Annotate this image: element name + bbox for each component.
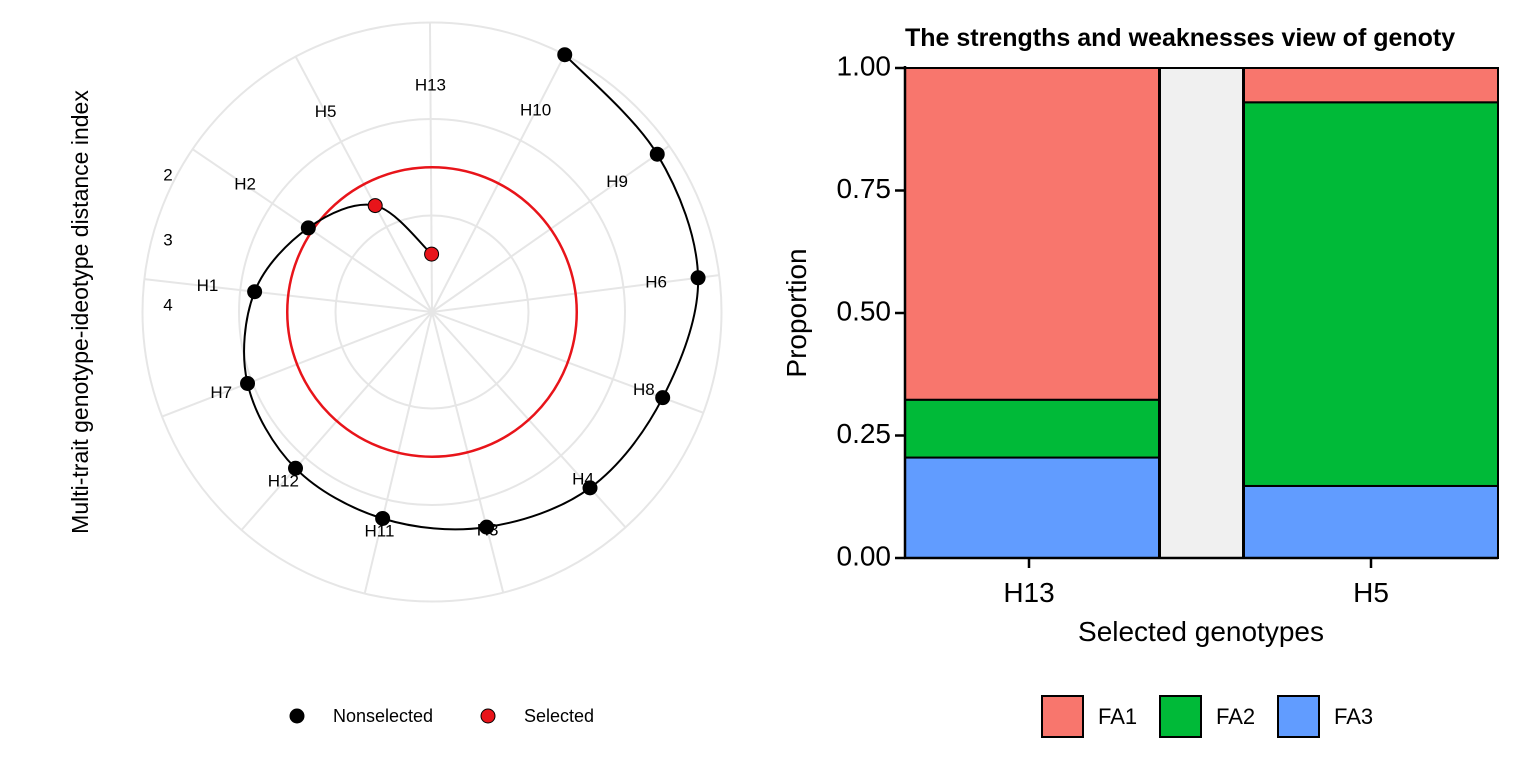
bar-y-axis-label: Proportion [781, 248, 812, 377]
radar-angular-label: H8 [633, 380, 655, 399]
radar-chart-panel: Multi-trait genotype-ideotype distance i… [67, 21, 723, 726]
radar-cutoff-circle [286, 166, 578, 458]
radar-point-h2 [300, 220, 316, 236]
bar-segment-h13-fa1 [904, 67, 1160, 401]
radar-radial-tick-label: 4 [163, 295, 172, 314]
radar-points [240, 47, 706, 535]
bar-segment-h5-fa1 [1243, 67, 1499, 104]
bar-segment-h5-fa3 [1243, 484, 1499, 559]
radar-angular-label: H12 [268, 472, 299, 491]
radar-legend-key-nonselected [289, 708, 305, 724]
bar-legend: FA1 FA2 FA3 [1041, 695, 1373, 738]
radar-radial-tick-label: 2 [163, 165, 172, 184]
radar-grid [141, 21, 723, 603]
radar-point-h1 [247, 284, 263, 300]
radar-point-h7 [240, 375, 256, 391]
bar-stacked-bars [904, 67, 1499, 559]
bar-segment-h13-fa3 [904, 456, 1160, 559]
radar-angular-label: H9 [606, 172, 628, 191]
bar-segment-h13-fa2 [904, 398, 1160, 459]
bar-legend-label-fa2: FA2 [1216, 704, 1255, 729]
radar-point-h11 [375, 510, 391, 526]
radar-point-h10 [557, 47, 573, 63]
bar-chart-panel: The strengths and weaknesses view of gen… [781, 24, 1499, 738]
bar-x-tick-label-h5: H5 [1353, 577, 1389, 608]
radar-angular-label: H10 [520, 101, 551, 120]
radar-angular-label: H6 [645, 273, 667, 292]
bar-legend-key-fa2 [1159, 695, 1202, 738]
radar-legend-label-selected: Selected [524, 706, 594, 726]
bar-segment-h5-fa2 [1243, 101, 1499, 487]
bar-legend-key-fa1 [1041, 695, 1084, 738]
radar-y-axis-label: Multi-trait genotype-ideotype distance i… [67, 90, 93, 534]
bar-legend-key-fa3 [1277, 695, 1320, 738]
radar-angular-label: H7 [210, 383, 232, 402]
bar-y-tick-label: 0.00 [837, 540, 892, 571]
radar-point-h6 [690, 270, 706, 286]
bar-x-tick-label-h13: H13 [1003, 577, 1054, 608]
radar-legend-key-selected [480, 708, 496, 724]
bar-chart-title: The strengths and weaknesses view of gen… [905, 24, 1455, 52]
radar-point-h3 [479, 519, 495, 535]
radar-point-h9 [649, 146, 665, 162]
radar-angular-label: H13 [415, 75, 446, 94]
bar-y-tick-label: 0.25 [837, 418, 892, 449]
radar-point-h12 [288, 460, 304, 476]
radar-angular-label: H11 [364, 521, 394, 540]
bar-legend-label-fa3: FA3 [1334, 704, 1373, 729]
radar-angular-label: H2 [234, 174, 256, 193]
bar-y-tick-label: 0.50 [837, 295, 892, 326]
bar-gap-segment [1159, 67, 1244, 559]
bar-y-tick-label: 1.00 [837, 50, 892, 81]
radar-legend-label-nonselected: Nonselected [333, 706, 433, 726]
radar-point-h4 [582, 480, 598, 496]
bar-y-tick-label: 0.75 [837, 173, 892, 204]
radar-distance-path [243, 54, 700, 531]
radar-cutoff-ring [286, 166, 578, 458]
radar-legend: Nonselected Selected [289, 706, 594, 726]
radar-distance-line [243, 54, 700, 531]
bar-legend-label-fa1: FA1 [1098, 704, 1137, 729]
radar-point-h13 [424, 246, 440, 262]
bar-x-axis-label: Selected genotypes [1078, 616, 1324, 647]
radar-radial-tick-label: 3 [163, 230, 172, 249]
radar-point-h5 [367, 198, 383, 214]
radar-angular-label: H1 [197, 276, 219, 295]
radar-grid-ring [238, 118, 626, 506]
radar-point-h8 [655, 390, 671, 406]
bar-axes: 0.00 0.25 0.50 0.75 1.00 H13 H5 [837, 50, 1498, 608]
radar-grid-ring [141, 21, 723, 603]
radar-angular-label: H5 [315, 102, 337, 121]
radar-radial-tick-labels: 2 3 4 [163, 165, 172, 314]
